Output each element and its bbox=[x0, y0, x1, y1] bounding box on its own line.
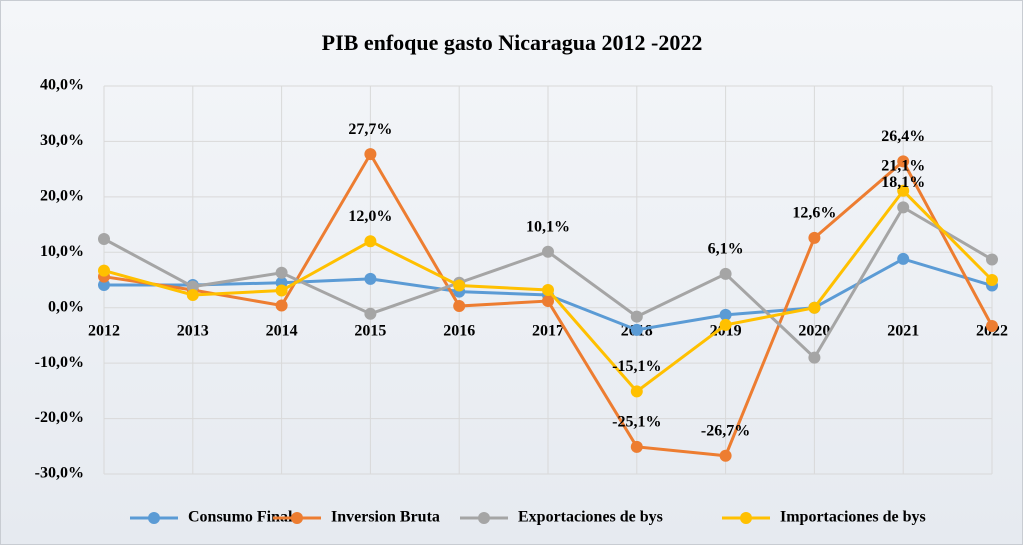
data-point bbox=[897, 201, 910, 214]
data-point bbox=[98, 264, 110, 277]
legend-label: Consumo Final bbox=[188, 509, 293, 526]
y-tick-label: -10,0% bbox=[35, 354, 84, 371]
data-label: 26,4% bbox=[881, 128, 925, 145]
y-tick-label: 10,0% bbox=[40, 243, 84, 260]
data-point bbox=[897, 184, 910, 197]
data-point bbox=[98, 278, 110, 291]
x-tick-label: 2012 bbox=[88, 322, 120, 339]
data-point bbox=[630, 310, 643, 323]
data-point bbox=[897, 252, 910, 265]
data-point bbox=[986, 320, 998, 333]
data-point bbox=[986, 274, 998, 286]
data-point bbox=[808, 231, 821, 244]
data-point bbox=[453, 300, 466, 313]
data-point bbox=[542, 283, 554, 296]
y-tick-label: 20,0% bbox=[40, 188, 84, 205]
data-point bbox=[364, 235, 377, 248]
y-tick-label: 30,0% bbox=[40, 132, 84, 149]
data-label: 27,7% bbox=[348, 121, 392, 138]
data-point bbox=[719, 318, 732, 331]
legend-marker bbox=[148, 512, 160, 524]
data-point bbox=[719, 449, 732, 462]
data-label: 18,1% bbox=[881, 174, 925, 191]
data-point bbox=[98, 232, 110, 245]
legend-marker bbox=[291, 512, 303, 524]
y-tick-label: -20,0% bbox=[35, 409, 84, 426]
data-point bbox=[808, 351, 821, 364]
data-label: -26,7% bbox=[701, 422, 750, 439]
data-point bbox=[897, 155, 910, 168]
legend-label: Exportaciones de bys bbox=[518, 509, 663, 526]
data-point bbox=[630, 323, 643, 336]
x-tick-label: 2020 bbox=[798, 322, 830, 339]
data-point bbox=[364, 148, 377, 161]
data-label: 12,0% bbox=[348, 208, 392, 225]
y-tick-label: -30,0% bbox=[35, 465, 84, 482]
data-point bbox=[364, 307, 377, 320]
data-point bbox=[364, 272, 377, 285]
data-point bbox=[275, 284, 288, 297]
legend-label: Importaciones de bys bbox=[780, 509, 926, 526]
data-label: -25,1% bbox=[612, 414, 661, 431]
data-point bbox=[630, 385, 643, 398]
data-label: 12,6% bbox=[792, 205, 836, 222]
data-point bbox=[719, 308, 732, 321]
legend-label: Inversion Bruta bbox=[331, 509, 440, 526]
data-label: -15,1% bbox=[612, 358, 661, 375]
data-point bbox=[186, 288, 199, 301]
data-point bbox=[808, 301, 821, 314]
data-point bbox=[630, 440, 643, 453]
x-tick-label: 2014 bbox=[266, 322, 298, 339]
x-tick-label: 2015 bbox=[354, 322, 386, 339]
data-point bbox=[275, 299, 288, 312]
data-point bbox=[542, 245, 554, 258]
x-tick-label: 2021 bbox=[887, 322, 919, 339]
data-point bbox=[186, 280, 199, 293]
x-tick-label: 2013 bbox=[177, 322, 209, 339]
data-point bbox=[986, 253, 998, 266]
data-label: 6,1% bbox=[708, 241, 744, 258]
data-point bbox=[719, 267, 732, 280]
legend-marker bbox=[478, 512, 490, 524]
x-tick-label: 2016 bbox=[443, 322, 475, 339]
chart-title: PIB enfoque gasto Nicaragua 2012 -2022 bbox=[322, 30, 703, 55]
x-tick-label: 2017 bbox=[532, 322, 564, 339]
data-label: 21,1% bbox=[881, 157, 925, 174]
data-point bbox=[275, 266, 288, 279]
y-tick-label: 40,0% bbox=[40, 77, 84, 94]
legend-marker bbox=[740, 512, 752, 524]
data-point bbox=[453, 279, 466, 292]
data-point bbox=[542, 295, 554, 308]
y-tick-label: 0,0% bbox=[48, 298, 84, 315]
data-label: 10,1% bbox=[526, 218, 570, 235]
